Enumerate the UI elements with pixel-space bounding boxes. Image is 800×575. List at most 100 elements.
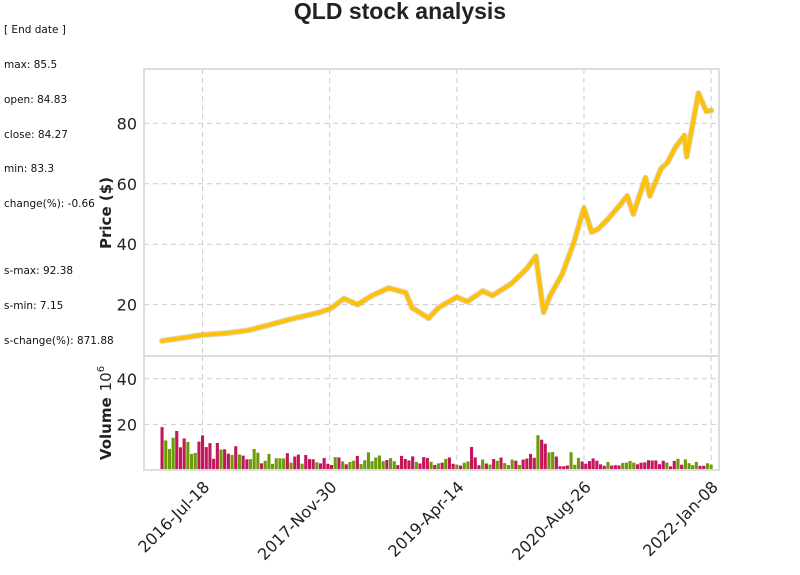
volume-bar — [385, 460, 389, 470]
info-summary-max: s-max: 92.38 — [4, 265, 74, 278]
volume-bar — [363, 460, 367, 470]
volume-bar — [503, 463, 507, 470]
price-point — [548, 293, 553, 298]
volume-bar — [311, 459, 315, 470]
price-point — [682, 133, 687, 138]
volume-bar — [613, 465, 617, 470]
price-point — [560, 272, 565, 277]
volume-bar — [377, 455, 382, 470]
price-point — [410, 305, 415, 310]
info-line-close: close: 84.27 — [4, 128, 68, 141]
price-point — [605, 218, 610, 223]
price-point — [327, 307, 332, 312]
info-header: [ End date ] — [4, 24, 66, 37]
price-point — [292, 316, 297, 321]
volume-bar — [315, 462, 319, 470]
info-line-max: max: 85.5 — [4, 58, 58, 71]
volume-bar — [400, 455, 404, 470]
volume-bar — [628, 460, 632, 470]
price-point — [631, 212, 636, 217]
price-point — [246, 328, 251, 333]
price-panel: 20 40 60 80 Price ($) — [97, 68, 720, 357]
volume-bar — [521, 459, 525, 470]
volume-bar — [650, 460, 654, 470]
volume-bar — [436, 463, 441, 470]
price-point — [571, 242, 576, 247]
volume-bar — [223, 449, 227, 470]
volume-bar — [330, 465, 334, 470]
volume-bar — [462, 462, 466, 470]
volume-bar — [260, 463, 264, 470]
volume-bar — [355, 455, 359, 470]
volume-bar — [190, 454, 194, 470]
volume-bar — [517, 464, 522, 470]
chart-title: QLD stock analysis — [294, 0, 506, 24]
volume-frame — [143, 355, 720, 471]
volume-bar — [234, 446, 238, 470]
volume-bar — [296, 454, 300, 470]
volume-bar — [470, 447, 474, 470]
price-point — [618, 202, 623, 207]
volume-bar — [414, 461, 418, 470]
price-point — [436, 305, 441, 310]
volume-grid — [144, 356, 719, 470]
volume-bar — [425, 457, 429, 470]
volume-bar — [484, 463, 488, 470]
volume-bar — [285, 453, 289, 470]
volume-bar — [219, 449, 223, 470]
volume-bar — [403, 459, 407, 470]
volume-bar — [300, 463, 304, 470]
volume-bar — [709, 464, 713, 470]
volume-bar — [606, 462, 610, 470]
x-tick-label: 2016-Jul-18 — [134, 477, 213, 556]
price-point — [673, 145, 678, 150]
price-point — [684, 154, 689, 159]
info-line-change: change(%): -0.66 — [4, 198, 95, 211]
volume-bar — [252, 449, 256, 470]
volume-bar — [635, 464, 640, 470]
price-y-tick-label: 40 — [117, 235, 137, 254]
volume-bars — [160, 427, 713, 470]
volume-bar — [543, 443, 547, 470]
volume-bar — [658, 464, 662, 470]
volume-bar — [495, 460, 499, 470]
volume-bar — [348, 462, 352, 470]
volume-bar — [576, 457, 581, 470]
price-point — [595, 227, 600, 232]
info-line-open: open: 84.83 — [4, 93, 68, 106]
price-point — [312, 311, 317, 316]
price-point — [341, 296, 346, 301]
volume-bar — [621, 463, 625, 470]
volume-bar — [171, 437, 175, 470]
volume-bar — [289, 462, 293, 470]
volume-bar — [307, 459, 312, 470]
volume-y-label-text: Volume — [97, 397, 115, 460]
price-point — [704, 109, 709, 114]
x-tick-label: 2017-Nov-30 — [254, 477, 341, 564]
volume-bar — [208, 443, 212, 470]
volume-bar — [451, 463, 455, 470]
volume-bar — [389, 458, 393, 470]
volume-bar — [374, 457, 378, 470]
price-point — [223, 331, 228, 336]
volume-bar — [672, 460, 676, 470]
info-summary-min: s-min: 7.15 — [4, 299, 64, 312]
volume-bar — [341, 461, 345, 470]
volume-bar — [370, 461, 374, 470]
volume-bar — [241, 455, 245, 470]
volume-bar — [226, 453, 230, 470]
volume-bar — [595, 460, 599, 470]
volume-bar — [477, 465, 481, 470]
volume-bar — [580, 461, 584, 470]
volume-bar — [683, 459, 687, 470]
price-point — [269, 322, 274, 327]
volume-bar — [204, 447, 208, 470]
volume-bar — [643, 462, 647, 470]
volume-bar — [499, 457, 503, 470]
volume-bar — [444, 458, 448, 470]
price-point — [665, 160, 670, 165]
volume-bar — [676, 458, 680, 470]
volume-bar — [455, 464, 459, 470]
price-point — [454, 295, 459, 300]
